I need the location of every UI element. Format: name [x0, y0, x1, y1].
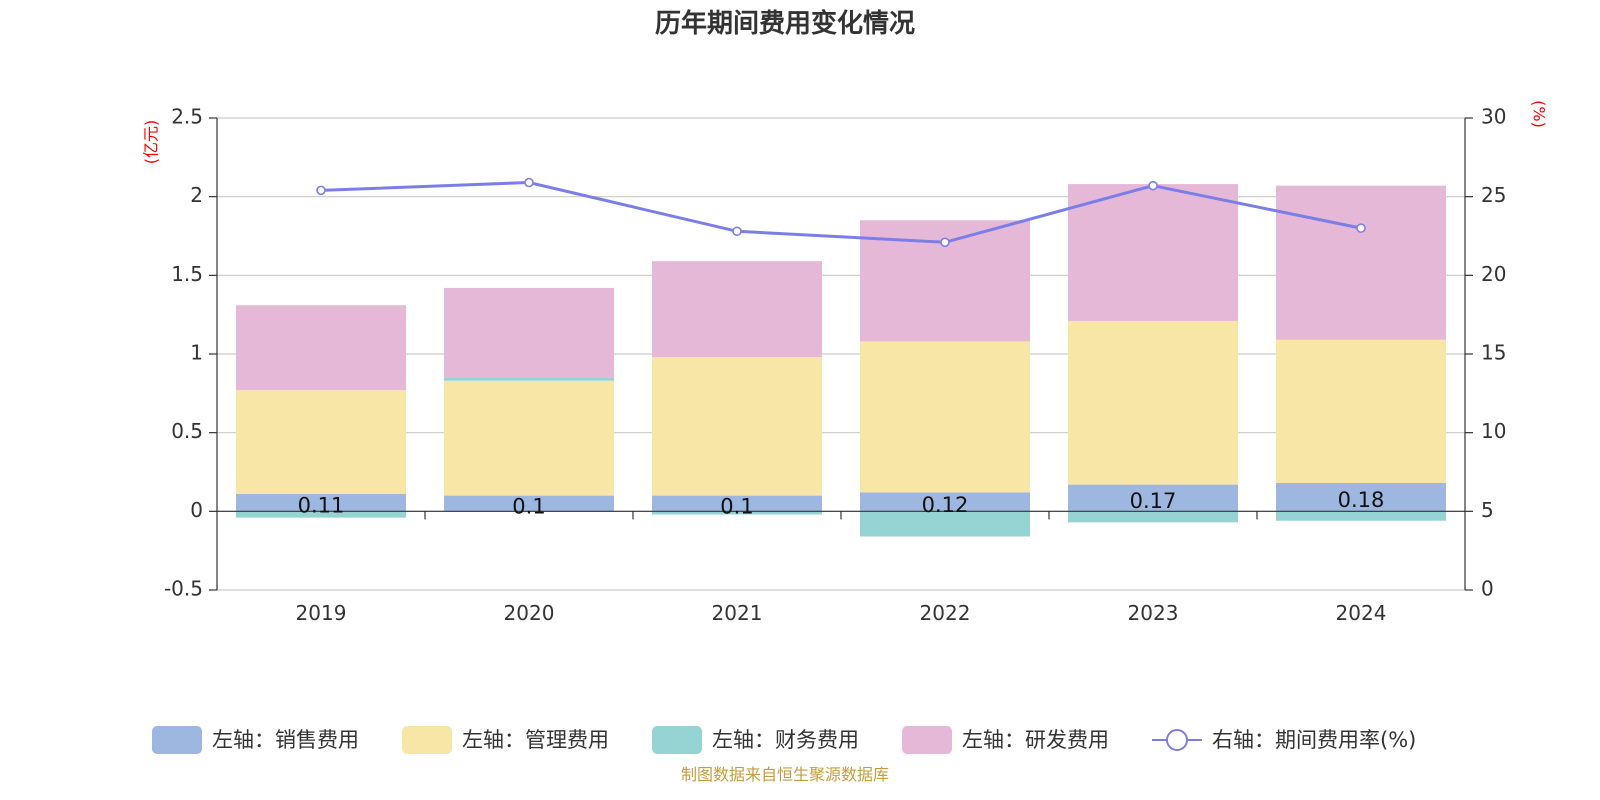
- legend-swatch-admin: [402, 726, 452, 754]
- left-tick-label: 2.5: [171, 105, 203, 129]
- bar-admin: [236, 390, 406, 495]
- axes: -0.5 0 0.5 1 1.5 2 2.5 0 5 10 15 20 25 30 2019 2020 2021…: [164, 105, 1506, 626]
- bar-rd: [236, 305, 406, 391]
- bar-sales: [444, 495, 614, 512]
- rate-point: [316, 185, 326, 196]
- sales-data-label: 0.1: [720, 494, 753, 518]
- legend-swatch-finance: [652, 726, 702, 754]
- legend-swatch-rd: [902, 726, 952, 754]
- left-tick-label: 1.5: [171, 262, 203, 286]
- bar-sales: [860, 492, 1030, 512]
- bar-finance: [444, 377, 614, 381]
- rate-line: [320, 181, 1362, 244]
- legend-label-finance: 左轴：财务费用: [712, 728, 859, 752]
- source-note: 制图数据来自恒生聚源数据库: [681, 765, 889, 784]
- sales-data-label: 0.11: [298, 494, 345, 518]
- left-tick-label: 1: [190, 341, 203, 365]
- x-tick-label: 2023: [1128, 601, 1179, 625]
- bar-sales: [1068, 484, 1238, 512]
- bar-finance: [1276, 511, 1446, 521]
- right-tick-label: 15: [1481, 341, 1506, 365]
- bar-admin: [1068, 320, 1238, 485]
- bar-sales: [652, 495, 822, 512]
- bar-finance: [236, 511, 406, 518]
- left-axis-unit: (亿元): [142, 120, 161, 165]
- rate-point: [732, 226, 742, 237]
- right-tick-label: 0: [1481, 577, 1494, 601]
- legend-swatch-rate-marker: [1166, 729, 1188, 751]
- sales-data-label: 0.12: [922, 493, 969, 517]
- sales-data-label: 0.18: [1338, 488, 1385, 512]
- bar-admin: [860, 341, 1030, 493]
- bar-rd: [1068, 184, 1238, 321]
- right-tick-label: 5: [1481, 498, 1494, 522]
- rate-point: [1148, 180, 1158, 191]
- left-tick-label: 0: [190, 498, 203, 522]
- legend-label-admin: 左轴：管理费用: [462, 728, 609, 752]
- bar-admin: [444, 380, 614, 496]
- legend-label-rate: 右轴：期间费用率(%): [1212, 728, 1416, 752]
- bar-rd: [652, 261, 822, 358]
- bar-finance: [652, 511, 822, 515]
- bar-sales: [1276, 483, 1446, 512]
- left-tick-label: -0.5: [164, 577, 203, 601]
- right-tick-label: 30: [1481, 105, 1506, 129]
- sales-data-label: 0.17: [1130, 489, 1177, 513]
- bar-admin: [1276, 339, 1446, 484]
- rate-point: [940, 237, 950, 248]
- x-tick-label: 2022: [920, 601, 971, 625]
- bar-rd: [1276, 185, 1446, 340]
- legend-swatch-sales: [152, 726, 202, 754]
- right-tick-label: 20: [1481, 262, 1506, 286]
- chart-title: 历年期间费用变化情况: [655, 8, 915, 39]
- x-tick-label: 2020: [504, 601, 555, 625]
- bar-admin: [652, 357, 822, 496]
- x-tick-label: 2019: [296, 601, 347, 625]
- bar-rd: [444, 287, 614, 378]
- bar-finance: [1068, 511, 1238, 523]
- legend: 左轴：销售费用 左轴：管理费用 左轴：财务费用 左轴：研发费用 右轴：期间费用率(%): [152, 726, 1416, 754]
- bar-finance: [860, 511, 1030, 537]
- left-tick-label: 0.5: [171, 419, 203, 443]
- right-tick-label: 25: [1481, 183, 1506, 207]
- right-tick-label: 10: [1481, 419, 1506, 443]
- rate-line-series: [316, 177, 1366, 248]
- right-axis-unit: (%): [1530, 100, 1549, 128]
- rate-point: [1356, 223, 1366, 233]
- x-tick-label: 2021: [712, 601, 763, 625]
- left-tick-label: 2: [190, 183, 203, 207]
- legend-label-sales: 左轴：销售费用: [212, 728, 359, 752]
- bar-sales: [236, 494, 406, 512]
- legend-label-rd: 左轴：研发费用: [962, 728, 1109, 752]
- x-tick-label: 2024: [1336, 601, 1387, 625]
- data-labels: 0.11 0.1 0.1 0.12 0.17 0.18: [298, 488, 1385, 518]
- sales-data-label: 0.1: [512, 494, 545, 518]
- rate-point: [524, 177, 534, 188]
